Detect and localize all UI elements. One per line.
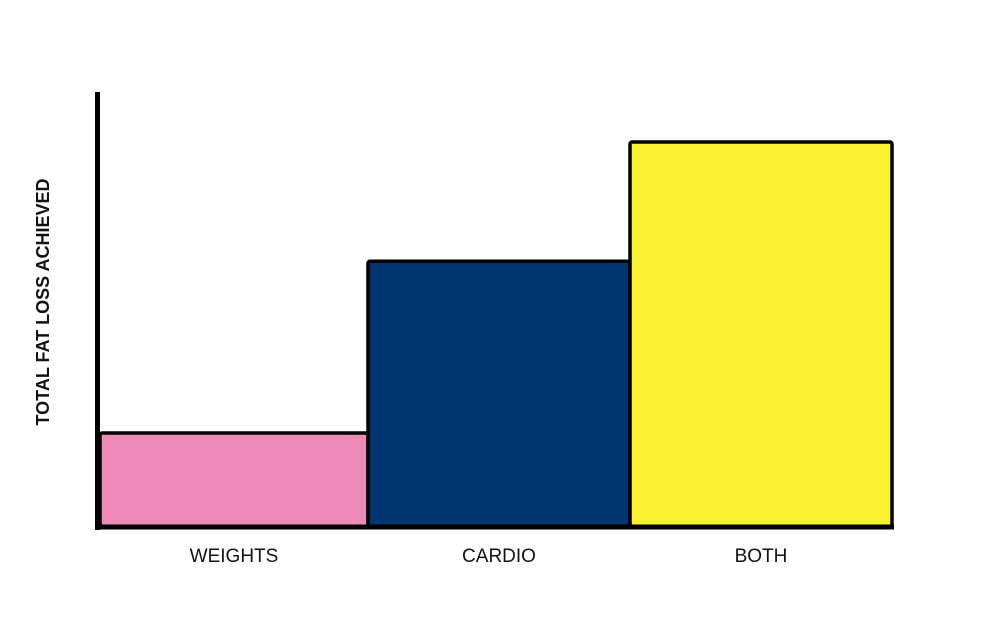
bars — [98, 140, 894, 529]
bar-cardio — [366, 259, 632, 529]
x-tick-label: CARDIO — [462, 546, 536, 567]
x-tick-label: WEIGHTS — [190, 546, 279, 567]
bar-weights — [98, 431, 370, 529]
bar-both — [628, 140, 894, 529]
x-tick-label: BOTH — [735, 546, 788, 567]
x-tick-labels: WEIGHTS CARDIO BOTH — [190, 546, 788, 567]
y-axis-label: TOTAL FAT LOSS ACHIEVED — [33, 178, 53, 425]
